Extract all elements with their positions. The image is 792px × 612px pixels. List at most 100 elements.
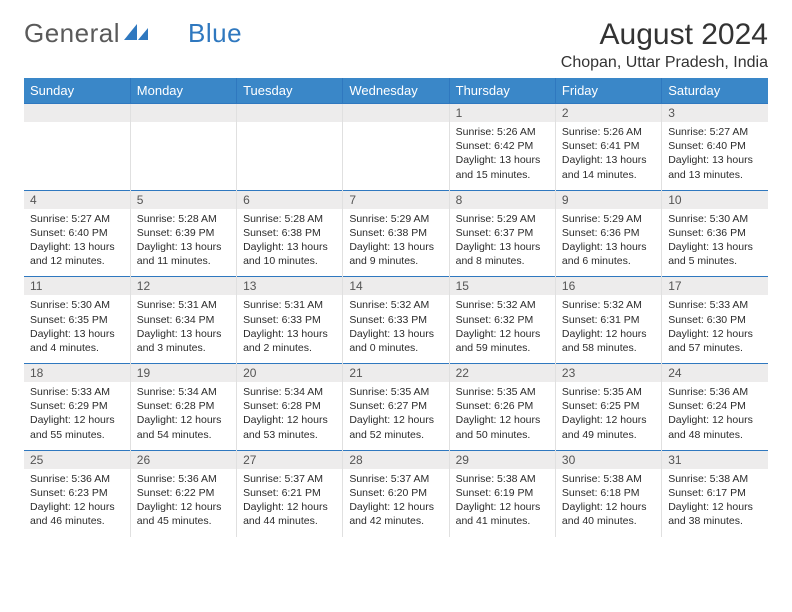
- day-cell: Sunrise: 5:29 AMSunset: 6:36 PMDaylight:…: [555, 209, 661, 277]
- sunrise-text: Sunrise: 5:35 AM: [456, 386, 536, 398]
- empty-cell: [130, 104, 236, 123]
- date-number: 3: [662, 104, 768, 123]
- empty-cell: [343, 104, 449, 123]
- day-cell: Sunrise: 5:36 AMSunset: 6:23 PMDaylight:…: [24, 469, 130, 537]
- date-number: 6: [237, 190, 343, 209]
- empty-cell: [24, 104, 130, 123]
- day-cell: Sunrise: 5:32 AMSunset: 6:33 PMDaylight:…: [343, 295, 449, 363]
- day-cell: Sunrise: 5:37 AMSunset: 6:21 PMDaylight:…: [237, 469, 343, 537]
- sunrise-text: Sunrise: 5:28 AM: [137, 213, 217, 225]
- empty-cell: [130, 122, 236, 190]
- date-number: 8: [449, 190, 555, 209]
- date-number: 13: [237, 277, 343, 296]
- sunrise-text: Sunrise: 5:31 AM: [243, 299, 323, 311]
- sunrise-text: Sunrise: 5:33 AM: [30, 386, 110, 398]
- day-cell: Sunrise: 5:28 AMSunset: 6:38 PMDaylight:…: [237, 209, 343, 277]
- sunset-text: Sunset: 6:33 PM: [349, 314, 427, 326]
- day-cell: Sunrise: 5:34 AMSunset: 6:28 PMDaylight:…: [237, 382, 343, 450]
- day-cell: Sunrise: 5:29 AMSunset: 6:38 PMDaylight:…: [343, 209, 449, 277]
- daylight-text: Daylight: 13 hours and 9 minutes.: [349, 241, 434, 267]
- daylight-text: Daylight: 12 hours and 58 minutes.: [562, 328, 647, 354]
- title-block: August 2024 Chopan, Uttar Pradesh, India: [561, 18, 768, 72]
- calendar-page: General Blue August 2024 Chopan, Uttar P…: [0, 0, 792, 547]
- date-number: 20: [237, 364, 343, 383]
- date-number: 29: [449, 450, 555, 469]
- daylight-text: Daylight: 13 hours and 5 minutes.: [668, 241, 753, 267]
- daylight-text: Daylight: 12 hours and 54 minutes.: [137, 414, 222, 440]
- daylight-text: Daylight: 13 hours and 4 minutes.: [30, 328, 115, 354]
- date-number-row: 123: [24, 104, 768, 123]
- sunrise-text: Sunrise: 5:34 AM: [243, 386, 323, 398]
- date-number: 14: [343, 277, 449, 296]
- day-cell: Sunrise: 5:27 AMSunset: 6:40 PMDaylight:…: [24, 209, 130, 277]
- daylight-text: Daylight: 12 hours and 49 minutes.: [562, 414, 647, 440]
- daylight-text: Daylight: 12 hours and 41 minutes.: [456, 501, 541, 527]
- day-cell: Sunrise: 5:30 AMSunset: 6:35 PMDaylight:…: [24, 295, 130, 363]
- sunset-text: Sunset: 6:35 PM: [30, 314, 108, 326]
- date-number: 22: [449, 364, 555, 383]
- logo-word-1: General: [24, 18, 120, 49]
- date-number: 21: [343, 364, 449, 383]
- daylight-text: Daylight: 12 hours and 38 minutes.: [668, 501, 753, 527]
- day-cell: Sunrise: 5:34 AMSunset: 6:28 PMDaylight:…: [130, 382, 236, 450]
- date-number: 11: [24, 277, 130, 296]
- sunset-text: Sunset: 6:33 PM: [243, 314, 321, 326]
- date-number: 9: [555, 190, 661, 209]
- day-header-row: SundayMondayTuesdayWednesdayThursdayFrid…: [24, 78, 768, 104]
- page-title: August 2024: [561, 18, 768, 52]
- day-cell: Sunrise: 5:26 AMSunset: 6:42 PMDaylight:…: [449, 122, 555, 190]
- date-data-row: Sunrise: 5:30 AMSunset: 6:35 PMDaylight:…: [24, 295, 768, 363]
- date-number-row: 25262728293031: [24, 450, 768, 469]
- date-number: 19: [130, 364, 236, 383]
- sunrise-text: Sunrise: 5:26 AM: [562, 126, 642, 138]
- daylight-text: Daylight: 13 hours and 15 minutes.: [456, 154, 541, 180]
- day-header-monday: Monday: [130, 78, 236, 104]
- sunrise-text: Sunrise: 5:36 AM: [137, 473, 217, 485]
- sunset-text: Sunset: 6:20 PM: [349, 487, 427, 499]
- date-number: 23: [555, 364, 661, 383]
- day-cell: Sunrise: 5:32 AMSunset: 6:32 PMDaylight:…: [449, 295, 555, 363]
- empty-cell: [237, 104, 343, 123]
- sunset-text: Sunset: 6:36 PM: [562, 227, 640, 239]
- date-number: 10: [662, 190, 768, 209]
- calendar-table: SundayMondayTuesdayWednesdayThursdayFrid…: [24, 78, 768, 537]
- day-cell: Sunrise: 5:38 AMSunset: 6:19 PMDaylight:…: [449, 469, 555, 537]
- sunrise-text: Sunrise: 5:36 AM: [668, 386, 748, 398]
- day-cell: Sunrise: 5:31 AMSunset: 6:34 PMDaylight:…: [130, 295, 236, 363]
- daylight-text: Daylight: 12 hours and 44 minutes.: [243, 501, 328, 527]
- daylight-text: Daylight: 13 hours and 0 minutes.: [349, 328, 434, 354]
- sunrise-text: Sunrise: 5:26 AM: [456, 126, 536, 138]
- date-number-row: 18192021222324: [24, 364, 768, 383]
- date-number: 17: [662, 277, 768, 296]
- date-number: 25: [24, 450, 130, 469]
- day-cell: Sunrise: 5:38 AMSunset: 6:17 PMDaylight:…: [662, 469, 768, 537]
- day-header-sunday: Sunday: [24, 78, 130, 104]
- sunset-text: Sunset: 6:41 PM: [562, 140, 640, 152]
- sunrise-text: Sunrise: 5:30 AM: [668, 213, 748, 225]
- daylight-text: Daylight: 12 hours and 57 minutes.: [668, 328, 753, 354]
- date-number: 27: [237, 450, 343, 469]
- date-number: 28: [343, 450, 449, 469]
- daylight-text: Daylight: 13 hours and 12 minutes.: [30, 241, 115, 267]
- day-cell: Sunrise: 5:38 AMSunset: 6:18 PMDaylight:…: [555, 469, 661, 537]
- sunrise-text: Sunrise: 5:27 AM: [30, 213, 110, 225]
- daylight-text: Daylight: 12 hours and 59 minutes.: [456, 328, 541, 354]
- daylight-text: Daylight: 13 hours and 2 minutes.: [243, 328, 328, 354]
- daylight-text: Daylight: 12 hours and 45 minutes.: [137, 501, 222, 527]
- sunrise-text: Sunrise: 5:35 AM: [349, 386, 429, 398]
- day-cell: Sunrise: 5:33 AMSunset: 6:29 PMDaylight:…: [24, 382, 130, 450]
- sunset-text: Sunset: 6:17 PM: [668, 487, 746, 499]
- daylight-text: Daylight: 12 hours and 52 minutes.: [349, 414, 434, 440]
- date-data-row: Sunrise: 5:33 AMSunset: 6:29 PMDaylight:…: [24, 382, 768, 450]
- day-cell: Sunrise: 5:36 AMSunset: 6:22 PMDaylight:…: [130, 469, 236, 537]
- date-number-row: 11121314151617: [24, 277, 768, 296]
- sunrise-text: Sunrise: 5:37 AM: [349, 473, 429, 485]
- date-number: 1: [449, 104, 555, 123]
- date-data-row: Sunrise: 5:36 AMSunset: 6:23 PMDaylight:…: [24, 469, 768, 537]
- sunrise-text: Sunrise: 5:34 AM: [137, 386, 217, 398]
- day-cell: Sunrise: 5:33 AMSunset: 6:30 PMDaylight:…: [662, 295, 768, 363]
- date-number: 26: [130, 450, 236, 469]
- day-cell: Sunrise: 5:27 AMSunset: 6:40 PMDaylight:…: [662, 122, 768, 190]
- sunset-text: Sunset: 6:18 PM: [562, 487, 640, 499]
- daylight-text: Daylight: 12 hours and 48 minutes.: [668, 414, 753, 440]
